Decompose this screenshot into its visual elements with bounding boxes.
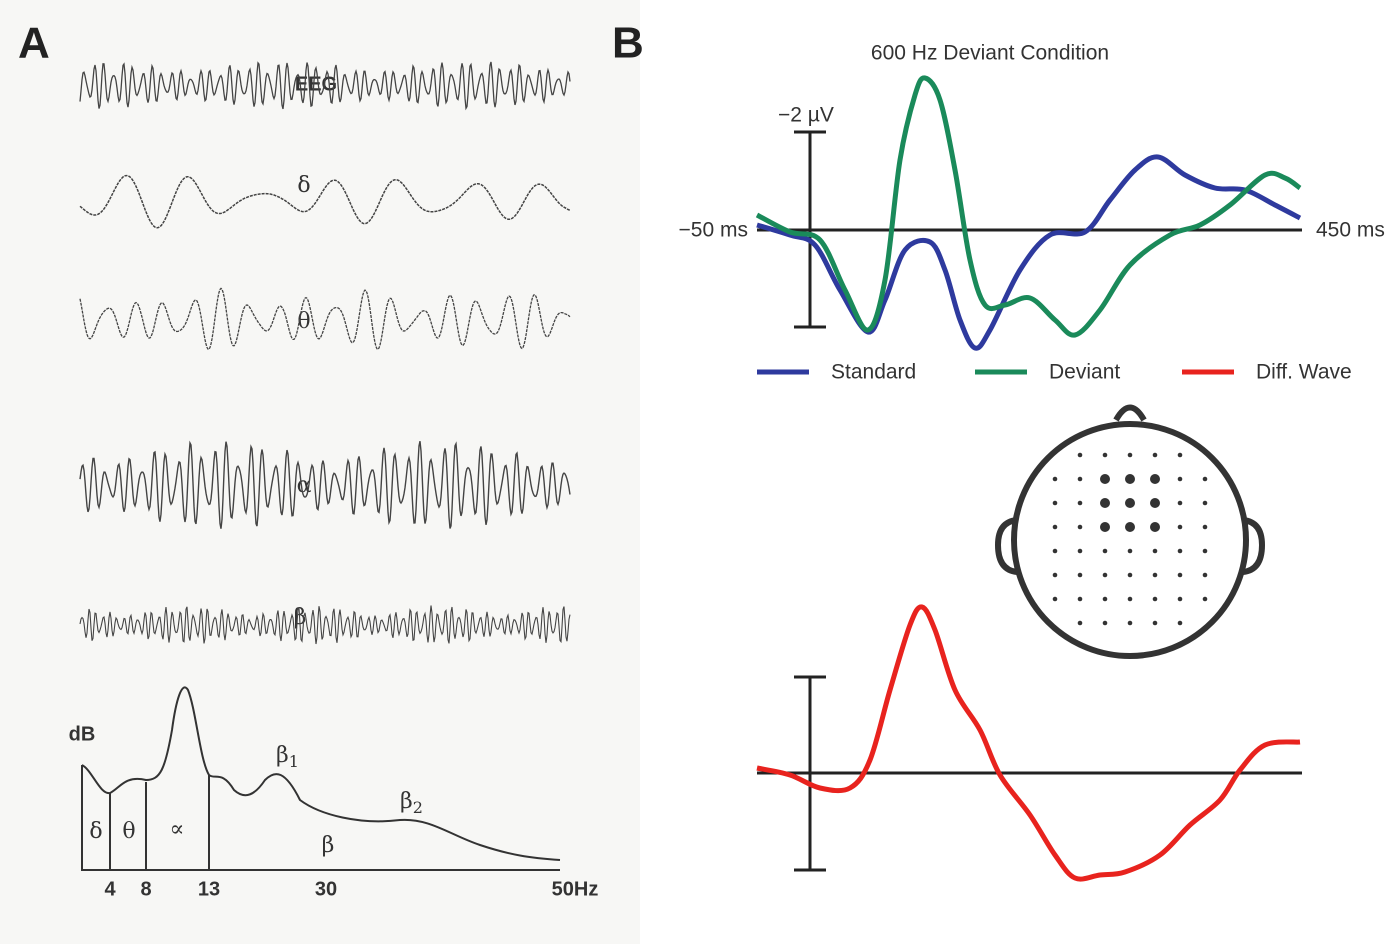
panel-a: A EEG δ θ α β dB δ θ ∝ β β1 β2 4 8 13 30… xyxy=(18,19,598,901)
electrode xyxy=(1052,524,1058,530)
electrode xyxy=(1152,452,1158,458)
legend-label: Standard xyxy=(831,361,916,384)
electrode xyxy=(1102,620,1108,626)
electrode xyxy=(1127,572,1133,578)
electrode-active xyxy=(1150,522,1160,532)
panel-a-bg xyxy=(0,0,640,944)
spectrum-curve xyxy=(81,686,561,861)
electrode xyxy=(1077,548,1083,554)
electrode xyxy=(1177,476,1183,482)
band-label: δ xyxy=(89,819,102,844)
band-label: β xyxy=(322,833,335,858)
electrode xyxy=(1077,572,1083,578)
legend-label: Deviant xyxy=(1049,361,1120,384)
electrode-active xyxy=(1150,474,1160,484)
eeg-trace xyxy=(79,61,571,111)
time-end: 450 ms xyxy=(1316,219,1385,242)
electrode xyxy=(1052,500,1058,506)
electrode xyxy=(1077,500,1083,506)
electrode xyxy=(1177,572,1183,578)
eeg-trace xyxy=(79,440,571,529)
freq-label: 8 xyxy=(140,878,151,900)
trace-label: δ xyxy=(297,173,310,198)
electrode xyxy=(1177,596,1183,602)
electrode xyxy=(1077,524,1083,530)
electrode xyxy=(1202,524,1208,530)
electrode xyxy=(1077,476,1083,482)
electrode xyxy=(1127,596,1133,602)
electrode xyxy=(1077,596,1083,602)
electrode-active xyxy=(1100,498,1110,508)
electrode-active xyxy=(1100,522,1110,532)
electrode-active xyxy=(1125,522,1135,532)
electrode xyxy=(1102,572,1108,578)
band-label: ∝ xyxy=(170,817,185,842)
time-start: −50 ms xyxy=(679,219,748,242)
electrode xyxy=(1102,548,1108,554)
electrode xyxy=(1077,620,1083,626)
electrode xyxy=(1202,500,1208,506)
electrode xyxy=(1177,620,1183,626)
electrode xyxy=(1102,452,1108,458)
electrode xyxy=(1177,452,1183,458)
electrode xyxy=(1052,476,1058,482)
electrode xyxy=(1102,596,1108,602)
eeg-trace xyxy=(79,174,571,229)
panel-label: A xyxy=(18,19,50,68)
peak-symbol: β xyxy=(276,743,289,768)
electrode xyxy=(1202,596,1208,602)
freq-label: 50Hz xyxy=(552,878,599,900)
peak-sub: 1 xyxy=(289,752,299,771)
electrode xyxy=(1052,596,1058,602)
electrode-map xyxy=(994,404,1266,659)
electrode xyxy=(1127,620,1133,626)
peak-label: β2 xyxy=(400,789,423,817)
electrode xyxy=(1127,452,1133,458)
axes xyxy=(81,765,560,871)
legend-label: Diff. Wave xyxy=(1256,361,1352,384)
title: 600 Hz Deviant Condition xyxy=(871,42,1109,65)
electrode xyxy=(1177,548,1183,554)
electrode xyxy=(1152,620,1158,626)
electrode xyxy=(1052,548,1058,554)
peak-symbol: β xyxy=(400,789,413,814)
freq-label: 30 xyxy=(315,878,337,900)
electrode xyxy=(1152,572,1158,578)
electrode-active xyxy=(1125,498,1135,508)
erp-curve xyxy=(756,604,1301,882)
amplitude-label: −2 µV xyxy=(778,104,834,127)
electrode xyxy=(1152,548,1158,554)
eeg-trace xyxy=(79,287,571,351)
axes xyxy=(757,130,1302,872)
band-label: θ xyxy=(122,819,135,844)
electrode-active xyxy=(1150,498,1160,508)
electrode xyxy=(1127,548,1133,554)
peak-label: β1 xyxy=(276,743,299,771)
freq-label: 4 xyxy=(104,878,116,900)
electrode xyxy=(1177,500,1183,506)
electrode xyxy=(1202,572,1208,578)
y-label: dB xyxy=(69,723,96,745)
eeg-trace xyxy=(79,605,571,645)
peak-sub: 2 xyxy=(413,798,423,817)
electrode xyxy=(1077,452,1083,458)
electrode xyxy=(1052,572,1058,578)
panel-b: B 600 Hz Deviant Condition −2 µV −50 ms … xyxy=(612,19,1385,882)
erp-curve xyxy=(756,154,1302,351)
electrode-active xyxy=(1125,474,1135,484)
electrode-active xyxy=(1100,474,1110,484)
electrode xyxy=(1152,596,1158,602)
erp-curve xyxy=(755,75,1302,338)
electrode xyxy=(1177,524,1183,530)
electrode xyxy=(1202,548,1208,554)
electrode xyxy=(1202,476,1208,482)
panel-label: B xyxy=(612,19,644,68)
freq-label: 13 xyxy=(198,878,220,900)
